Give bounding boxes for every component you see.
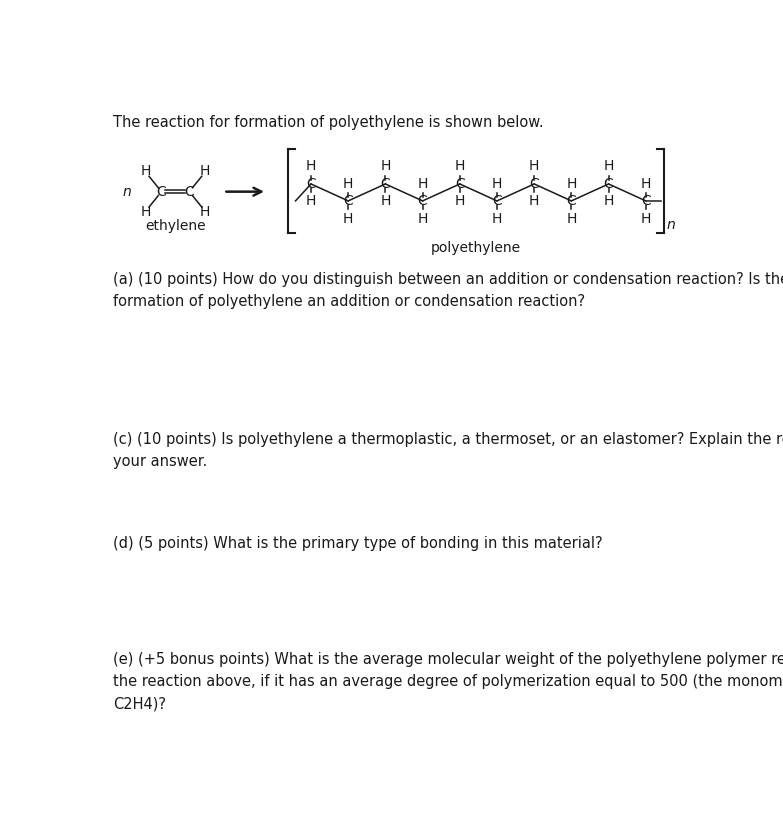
Text: C: C	[343, 194, 353, 207]
Text: H: H	[492, 212, 502, 226]
Text: H: H	[141, 206, 151, 219]
Text: C: C	[641, 194, 651, 207]
Text: H: H	[604, 160, 614, 173]
Text: H: H	[604, 194, 614, 207]
Text: H: H	[455, 160, 465, 173]
Text: H: H	[529, 160, 539, 173]
Text: H: H	[343, 177, 353, 191]
Text: C: C	[185, 185, 194, 198]
Text: H: H	[455, 194, 465, 207]
Text: C: C	[417, 194, 428, 207]
Text: H: H	[640, 177, 651, 191]
Text: (e) (+5 bonus points) What is the average molecular weight of the polyethylene p: (e) (+5 bonus points) What is the averag…	[114, 652, 783, 711]
Text: (c) (10 points) Is polyethylene a thermoplastic, a thermoset, or an elastomer? E: (c) (10 points) Is polyethylene a thermo…	[114, 432, 783, 469]
Text: H: H	[417, 212, 428, 226]
Text: C: C	[381, 177, 390, 191]
Text: (a) (10 points) How do you distinguish between an addition or condensation react: (a) (10 points) How do you distinguish b…	[114, 271, 783, 309]
Text: H: H	[529, 194, 539, 207]
Text: H: H	[640, 212, 651, 226]
Text: H: H	[200, 206, 210, 219]
Text: H: H	[417, 177, 428, 191]
Text: ethylene: ethylene	[145, 218, 206, 233]
Text: H: H	[381, 194, 391, 207]
Text: H: H	[306, 160, 316, 173]
Text: C: C	[493, 194, 502, 207]
Text: H: H	[343, 212, 353, 226]
Text: C: C	[306, 177, 316, 191]
Text: C: C	[455, 177, 464, 191]
Text: C: C	[604, 177, 613, 191]
Text: The reaction for formation of polyethylene is shown below.: The reaction for formation of polyethyle…	[114, 114, 544, 129]
Text: H: H	[381, 160, 391, 173]
Text: H: H	[306, 194, 316, 207]
Text: H: H	[141, 164, 151, 178]
Text: n: n	[123, 185, 132, 198]
Text: (d) (5 points) What is the primary type of bonding in this material?: (d) (5 points) What is the primary type …	[114, 536, 603, 551]
Text: H: H	[492, 177, 502, 191]
Text: C: C	[529, 177, 539, 191]
Text: H: H	[200, 164, 210, 178]
Text: n: n	[667, 218, 676, 232]
Text: H: H	[566, 177, 576, 191]
Text: C: C	[567, 194, 576, 207]
Text: H: H	[566, 212, 576, 226]
Text: C: C	[157, 185, 166, 198]
Text: polyethylene: polyethylene	[431, 241, 521, 255]
